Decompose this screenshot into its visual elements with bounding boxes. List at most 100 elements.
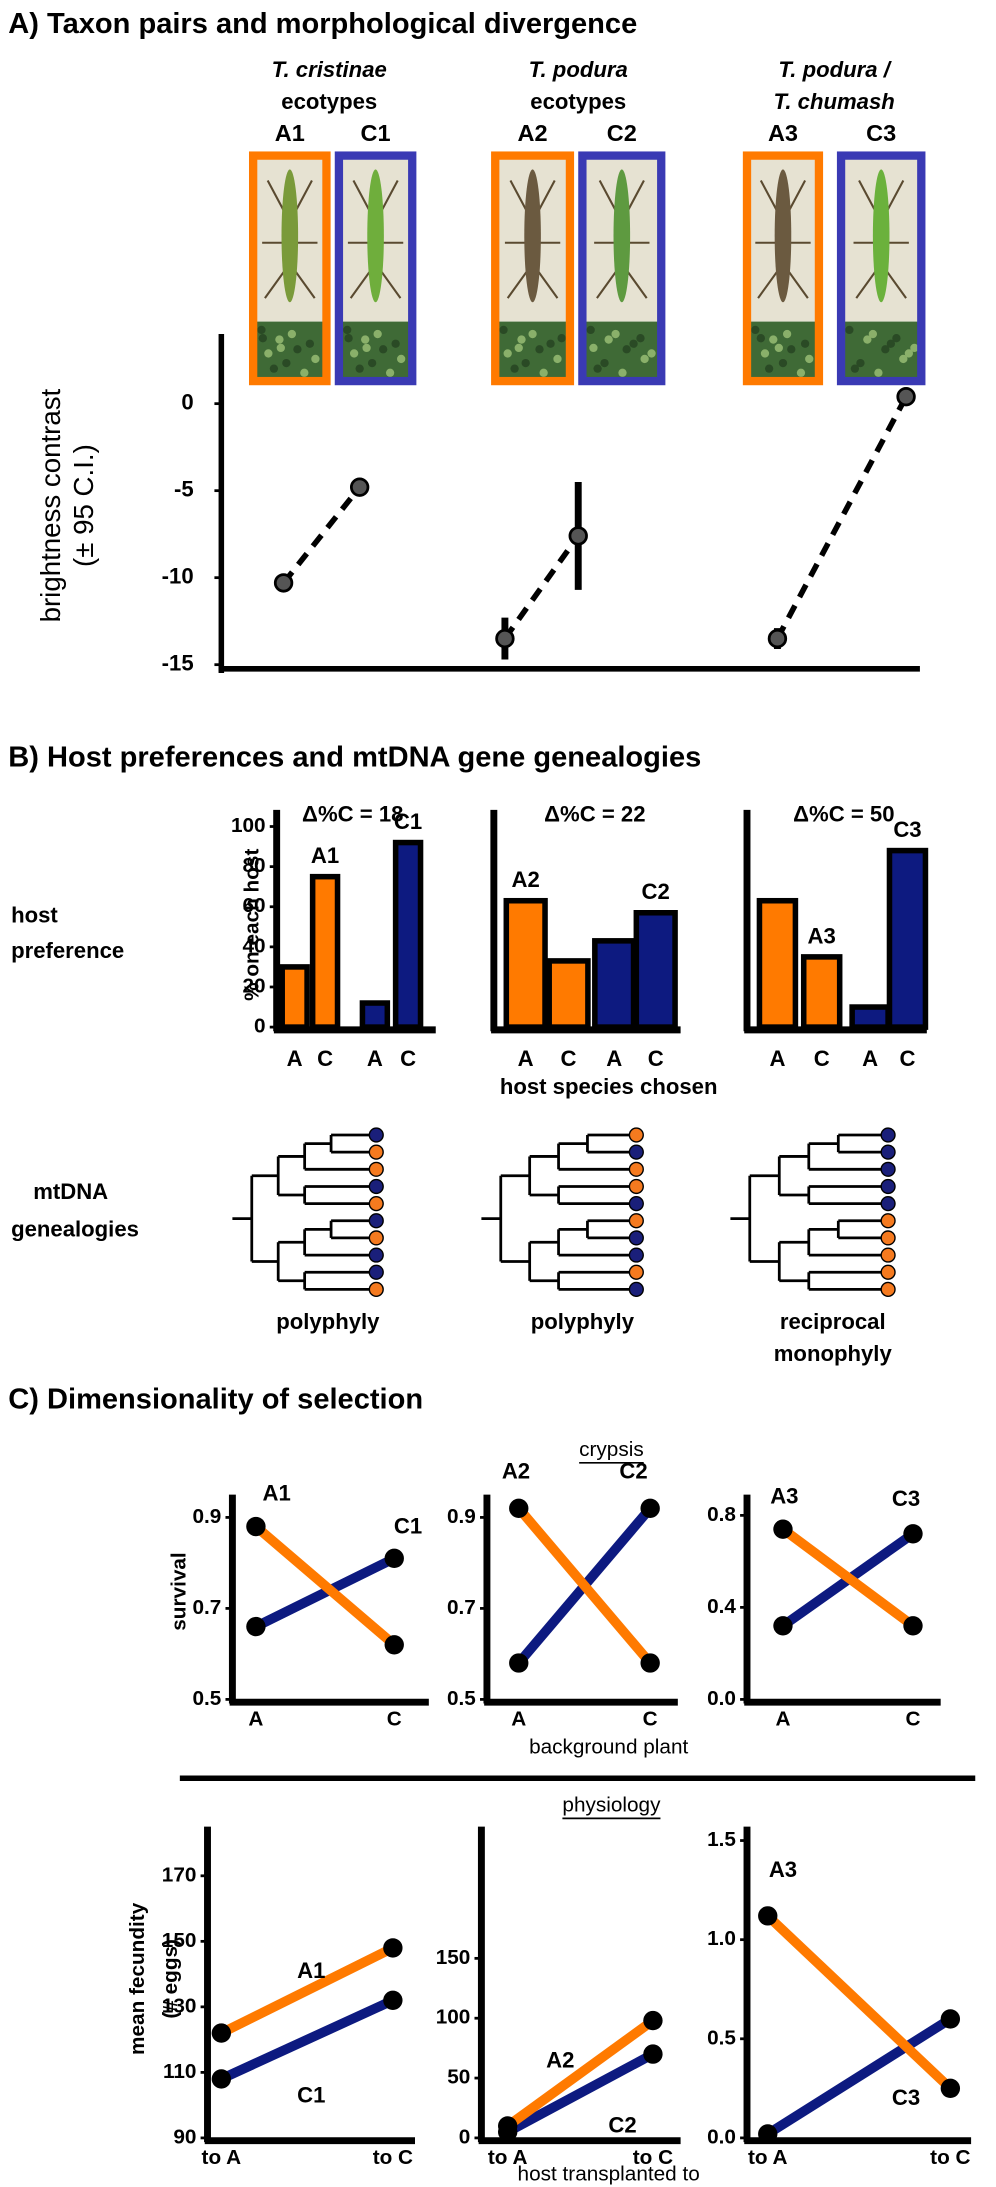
foliage-dot [892, 334, 901, 343]
x-tick-label: C [387, 1708, 402, 1731]
series-line [764, 1912, 954, 2092]
y-tick-label: 0.5 [192, 1687, 221, 1710]
tree-tip [628, 1213, 644, 1229]
side-label: preference [11, 938, 124, 963]
connector [774, 395, 909, 640]
y-tick-label: 80 [243, 854, 266, 877]
foliage-dot [586, 325, 595, 335]
foliage-dot [521, 358, 530, 368]
connector [502, 534, 581, 641]
point [640, 1653, 660, 1673]
x-tick-label: to A [748, 2146, 788, 2169]
tree-tip [880, 1144, 896, 1160]
x-tick-label: C [814, 1046, 830, 1071]
point [758, 1906, 778, 1926]
x-tick-label: to C [373, 2146, 413, 2169]
foliage-dot [618, 368, 627, 377]
point [273, 573, 294, 593]
y-tick-label: 100 [436, 2006, 471, 2029]
foliage-dot [276, 343, 285, 353]
series-label: C1 [394, 809, 422, 834]
y-tick-label: 20 [243, 974, 266, 997]
foliage-dot [379, 345, 388, 354]
foliage-dot [553, 354, 562, 364]
foliage-dot [756, 334, 765, 343]
bar [546, 958, 591, 1030]
tree-tip [880, 1161, 896, 1177]
point [568, 526, 588, 546]
series-label: A2 [512, 867, 540, 892]
point [767, 628, 788, 649]
foliage-dot [589, 343, 598, 353]
x-tick-label: A [862, 1046, 878, 1071]
tree-tip [628, 1161, 644, 1177]
foliage-dot [510, 364, 519, 373]
y-tick-label: 1.5 [707, 1828, 736, 1851]
tree-label: reciprocal [780, 1309, 886, 1334]
series-label: A1 [297, 1958, 325, 1983]
point [640, 1498, 660, 1518]
subheading: physiology [562, 1793, 661, 1816]
y-tick-label: 150 [162, 1929, 197, 1952]
series-label: A1 [263, 1481, 291, 1506]
taxon-name: T. cristinae [272, 57, 387, 82]
bar [886, 847, 929, 1030]
point [896, 387, 916, 407]
photo-frame [578, 151, 666, 386]
foliage-dot [391, 339, 400, 348]
foliage-dot [874, 368, 883, 377]
series-label: C2 [608, 2113, 636, 2138]
x-tick-label: A [367, 1046, 383, 1071]
foliage-dot [275, 335, 284, 344]
taxon-name: T. chumash [773, 89, 894, 114]
section-heading: A) Taxon pairs and morphological diverge… [8, 8, 637, 40]
foliage-dot [640, 354, 649, 364]
point [495, 628, 515, 649]
foliage-dot [764, 364, 774, 373]
bar [279, 964, 310, 1030]
tree-tip [628, 1127, 644, 1143]
foliage-dot [499, 325, 508, 335]
foliage-dot [269, 364, 279, 373]
foliage-dot [258, 334, 267, 343]
point [509, 1498, 529, 1518]
y-tick-label: 130 [162, 1994, 197, 2017]
x-tick-label: C [899, 1046, 915, 1071]
foliage-dot [517, 335, 526, 344]
series-label: C1 [394, 1514, 422, 1539]
x-tick-label: C [561, 1046, 577, 1071]
x-tick-label: A [511, 1708, 526, 1731]
foliage-dot [528, 329, 537, 339]
photo-frame [334, 151, 417, 386]
insect-body [367, 169, 384, 303]
x-tick-label: to C [930, 2146, 970, 2169]
series-line [504, 2016, 656, 2130]
tree-tip [880, 1230, 896, 1246]
x-tick-label: A [518, 1046, 534, 1071]
tree-tip [880, 1264, 896, 1280]
tree-label: polyphyly [276, 1309, 380, 1334]
insect-body [872, 169, 890, 303]
point [384, 1635, 404, 1655]
series-label: A2 [502, 1458, 530, 1483]
series-label: A2 [546, 2048, 574, 2073]
foliage-dot [344, 334, 353, 343]
tree-tip [628, 1264, 644, 1280]
series-line [219, 1995, 395, 2084]
taxon-name: ecotypes [281, 89, 377, 114]
tree-tip [628, 1144, 644, 1160]
side-label: host [11, 902, 58, 927]
foliage-dot [300, 368, 309, 377]
y-axis-label: % on each host [241, 849, 264, 1001]
foliage-dot [910, 343, 919, 353]
side-label: genealogies [11, 1216, 139, 1241]
point [383, 1990, 403, 2010]
x-tick-label: to A [202, 2146, 242, 2169]
bar [392, 839, 424, 1030]
x-tick-label: A [775, 1708, 790, 1731]
photo-frame [491, 151, 575, 386]
chart-title: Δ%C = 50 [793, 801, 894, 826]
y-tick-label: 40 [243, 934, 266, 957]
foliage-dot [282, 358, 291, 368]
tree-tip [880, 1178, 896, 1195]
